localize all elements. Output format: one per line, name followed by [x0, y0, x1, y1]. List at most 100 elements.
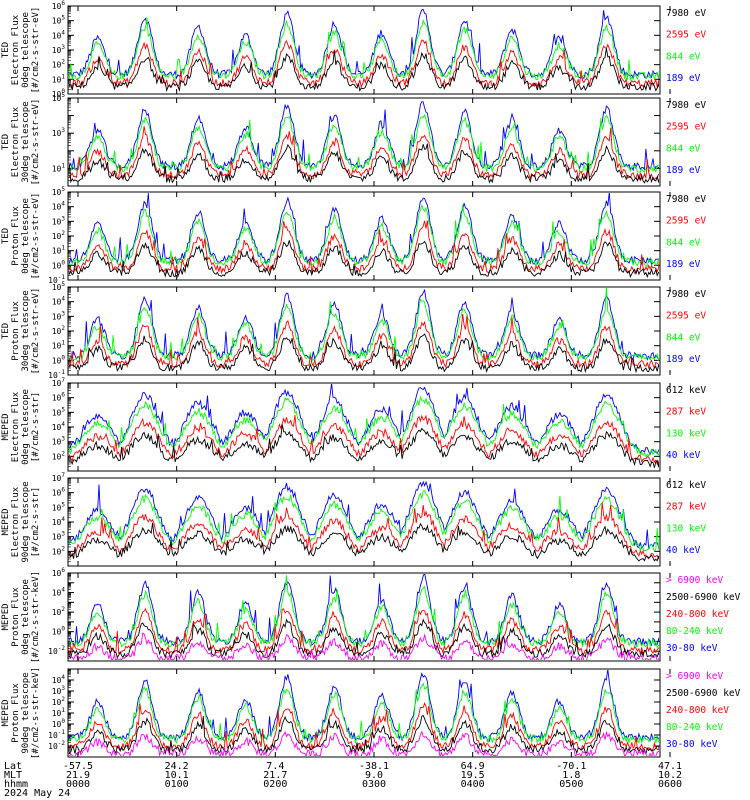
series-green — [69, 575, 659, 649]
series-red — [69, 702, 659, 751]
y-tick-label: 102 — [52, 606, 66, 617]
y-tick-label: 10-1 — [48, 274, 65, 285]
panel-p4: 10-1 100 101 102 103 104 105 TEDProton Flux30de… — [1, 281, 706, 380]
legend-entry: 40 keV — [666, 545, 701, 556]
y-axis-label-line: Proton Flux — [11, 301, 21, 361]
legend-entry: 7980 eV — [666, 194, 706, 205]
legend-entry: 189 eV — [666, 259, 701, 270]
legend-entry: 240-800 keV — [666, 705, 729, 716]
panel-p1: 100 101 102 103 104 105 106 TEDElectron Flux0de… — [1, 0, 706, 99]
legend-entry: 30-80 keV — [666, 739, 718, 750]
y-tick-label: 100 — [52, 718, 66, 729]
y-tick-label: 102 — [52, 696, 66, 707]
y-tick-label: 103 — [52, 310, 66, 321]
legend-entry: 2595 eV — [666, 122, 706, 133]
legend-entry: > 6900 keV — [666, 575, 723, 586]
y-tick-label: 107 — [52, 472, 66, 483]
series-magenta — [69, 632, 659, 660]
y-axis-label-line: TED — [1, 134, 11, 150]
y-tick-label: 105 — [52, 92, 66, 103]
x-tick-label-hhmm: 0300 — [362, 779, 386, 790]
y-tick-label: 101 — [52, 707, 66, 718]
x-tick-label-hhmm: 0200 — [263, 779, 287, 790]
series-green — [69, 288, 659, 363]
y-tick-label: 101 — [52, 245, 66, 256]
series-group — [69, 101, 659, 184]
y-tick-label: 101 — [52, 340, 66, 351]
panel-frame — [67, 286, 661, 376]
series-green — [69, 395, 659, 458]
y-axis-label: TEDProton Flux0deg telescope[#/cm2-s-str… — [1, 193, 41, 280]
x-tick-label-hhmm: 0100 — [165, 779, 189, 790]
series-blue — [69, 670, 659, 743]
y-tick-label: 103 — [52, 44, 66, 55]
legend-entry: 844 eV — [666, 51, 701, 62]
series-red — [69, 607, 659, 655]
y-tick-label: 105 — [52, 15, 66, 26]
y-axis-label: TEDElectron Flux0deg telescope[#/cm2-s-s… — [1, 7, 41, 94]
y-tick-label: 105 — [52, 281, 66, 292]
series-green — [69, 203, 659, 268]
x-tick-label-lat: -57.5 — [63, 761, 93, 772]
y-axis-label-line: Electron Flux — [11, 106, 21, 177]
y-tick-label: 104 — [52, 516, 66, 527]
y-axis-label-line: MEPED — [1, 699, 11, 726]
y-axis-label-line: 30deg telescope — [21, 290, 31, 371]
series-black — [69, 333, 659, 374]
y-axis-label-line: 90deg telescope — [21, 481, 31, 562]
x-tick-label-lat: 64.9 — [461, 761, 485, 772]
legend-entry: > 6900 keV — [666, 671, 723, 682]
legend-entry: 287 keV — [666, 502, 706, 513]
legend-entry: 2595 eV — [666, 216, 706, 227]
panel-p5: 102 103 104 105 106 107 MEPEDElectron Flux0deg… — [1, 377, 706, 472]
y-axis-label-line: TED — [1, 323, 11, 339]
series-blue — [69, 193, 659, 266]
y-tick-label: 106 — [52, 392, 66, 403]
y-axis-label-line: [#/cm2-s-str] — [31, 392, 41, 462]
y-tick-label: 101 — [52, 162, 66, 173]
y-axis-label-line: MEPED — [1, 603, 11, 630]
legend-entry: 7980 eV — [666, 289, 706, 300]
y-tick-label: 103 — [52, 215, 66, 226]
y-tick-label: 100 — [52, 88, 66, 99]
y-tick-label: 100 — [52, 626, 66, 637]
y-axis-label-line: Electron Flux — [11, 486, 21, 557]
y-tick-label: 102 — [52, 59, 66, 70]
legend-entry: 2500-6900 keV — [666, 688, 741, 699]
y-axis-label-line: TED — [1, 42, 11, 58]
series-red — [69, 220, 659, 275]
legend-entry: 844 eV — [666, 332, 701, 343]
y-tick-label: 102 — [52, 545, 66, 556]
x-tick-label-lat: -70.1 — [556, 761, 586, 772]
y-tick-label: 101 — [52, 73, 66, 84]
series-red — [69, 39, 659, 89]
legend-entry: 130 keV — [666, 523, 706, 534]
panel-frame — [67, 97, 661, 187]
series-group — [69, 384, 659, 468]
y-tick-label: 102 — [52, 230, 66, 241]
series-black — [69, 714, 659, 756]
y-tick-label: 105 — [52, 406, 66, 417]
legend-entry: 612 keV — [666, 480, 706, 491]
y-tick-label: 104 — [52, 201, 66, 212]
series-black — [69, 240, 659, 279]
y-axis-label-line: 0deg telescope — [21, 389, 31, 465]
y-axis-label-line: [#/cm2-s-str-keV] — [31, 667, 41, 759]
y-tick-label: 102 — [52, 325, 66, 336]
series-black — [69, 522, 659, 562]
series-group — [69, 8, 659, 93]
x-tick-label-hhmm: 0500 — [559, 779, 583, 790]
panel-p6: 102 103 104 105 106 107 MEPEDElectron Flux90de… — [1, 472, 706, 567]
x-tick-label-mlt: 19.5 — [461, 770, 485, 781]
y-axis-label-line: 0deg telescope — [21, 12, 31, 88]
legend-entry: 287 keV — [666, 407, 706, 418]
y-tick-label: 105 — [52, 501, 66, 512]
series-group — [69, 193, 659, 279]
series-group — [69, 574, 659, 660]
y-axis-label-line: TED — [1, 228, 11, 244]
legend-entry: 2595 eV — [666, 311, 706, 322]
y-axis-label: MEPEDProton Flux0deg telescope[#/cm2-s-s… — [1, 571, 41, 663]
x-tick-label-mlt: 10.1 — [165, 770, 189, 781]
series-blue — [69, 101, 659, 172]
